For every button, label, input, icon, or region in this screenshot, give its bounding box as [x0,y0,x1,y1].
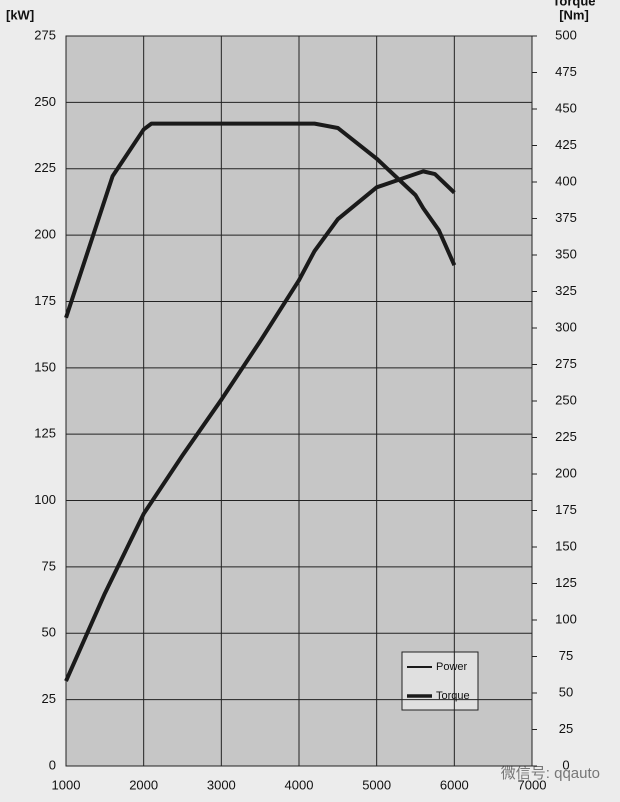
y2-tick-label: 450 [555,100,577,115]
x-tick-label: 1000 [52,777,81,792]
x-tick-label: 7000 [518,777,547,792]
y-tick-label: 0 [49,757,56,772]
y2-tick-label: 50 [559,684,573,699]
y2-tick-label: 200 [555,465,577,480]
y2-tick-label: 175 [555,502,577,517]
x-tick-label: 5000 [362,777,391,792]
y2-tick-label: 300 [555,319,577,334]
y2-tick-label: 400 [555,173,577,188]
y-tick-label: 100 [34,492,56,507]
y2-axis-title: Torque [552,0,595,8]
legend-label: Torque [436,690,470,702]
x-tick-label: 4000 [285,777,314,792]
y2-tick-label: 225 [555,429,577,444]
y2-tick-label: 250 [555,392,577,407]
y2-tick-label: 425 [555,137,577,152]
x-tick-label: 3000 [207,777,236,792]
y-tick-label: 75 [42,558,56,573]
y-tick-label: 275 [34,27,56,42]
series-line [64,121,457,319]
x-tick-label: 2000 [129,777,158,792]
y2-tick-label: 75 [559,648,573,663]
watermark: 微信号: qqauto [501,765,600,782]
y-tick-label: 50 [42,625,56,640]
y2-tick-label: 100 [555,611,577,626]
y2-tick-label: 150 [555,538,577,553]
y-tick-label: 150 [34,359,56,374]
y-axis-unit: [kW] [6,7,34,22]
y2-tick-label: 25 [559,721,573,736]
y-tick-label: 175 [34,293,56,308]
y2-axis-unit: [Nm] [559,7,589,22]
legend [401,651,479,711]
series-line [64,169,456,682]
y2-tick-label: 500 [555,27,577,42]
y-tick-label: 225 [34,160,56,175]
y2-tick-label: 125 [555,575,577,590]
y2-tick-label: 375 [555,210,577,225]
legend-label: Power [436,661,468,673]
y2-tick-label: 475 [555,64,577,79]
y2-tick-label: 325 [555,283,577,298]
y2-tick-label: 0 [562,757,569,772]
y-tick-label: 25 [42,691,56,706]
y2-tick-label: 275 [555,356,577,371]
y-tick-label: 200 [34,227,56,242]
y2-tick-label: 350 [555,246,577,261]
y-tick-label: 250 [34,94,56,109]
x-tick-label: 6000 [440,777,469,792]
y-tick-label: 125 [34,426,56,441]
